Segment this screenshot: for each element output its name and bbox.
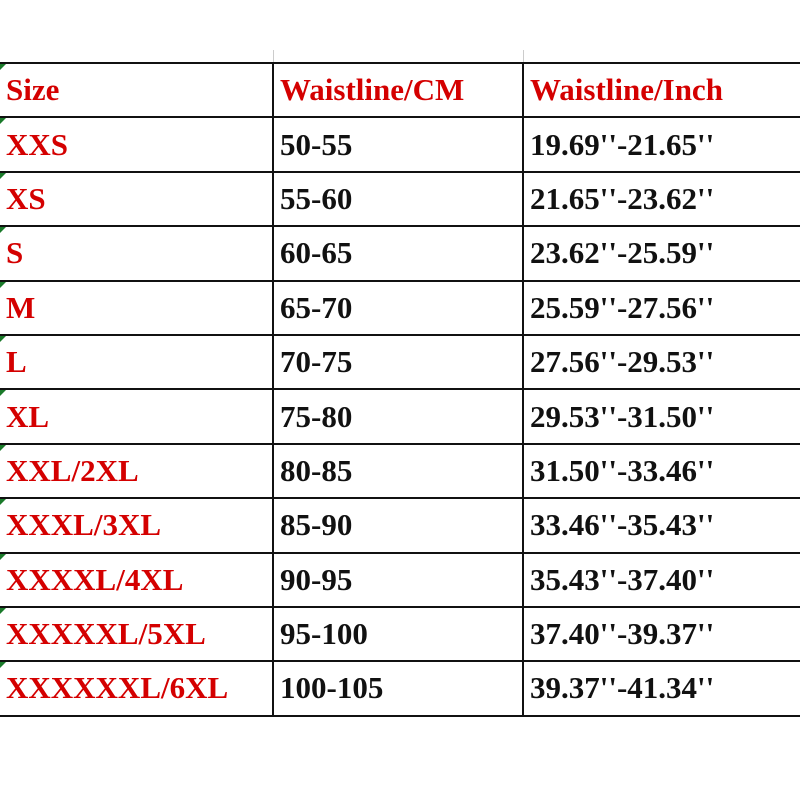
- waist-inch-cell: 25.59''-27.56'': [522, 279, 800, 336]
- table-row: XXXL/3XL 85-90 33.46''-35.43'': [0, 497, 800, 554]
- sheet-gridline: [273, 50, 274, 63]
- waist-inch-cell: 31.50''-33.46'': [522, 442, 800, 500]
- header-waist-inch: Waistline/Inch: [522, 61, 800, 119]
- waist-cm-cell: 65-70: [272, 279, 524, 336]
- size-cell: XXXXXL/5XL: [0, 605, 274, 663]
- waist-cm-cell: 55-60: [272, 170, 524, 228]
- header-waist-cm: Waistline/CM: [272, 61, 524, 119]
- header-row: Size Waistline/CM Waistline/Inch: [0, 61, 800, 119]
- size-cell: XXXXXXL/6XL: [0, 660, 274, 717]
- waist-cm-cell: 95-100: [272, 605, 524, 663]
- waist-inch-cell: 27.56''-29.53'': [522, 333, 800, 391]
- waist-inch-cell: 19.69''-21.65'': [522, 116, 800, 173]
- table-row: S 60-65 23.62''-25.59'': [0, 225, 800, 282]
- table-row: XS 55-60 21.65''-23.62'': [0, 170, 800, 228]
- comment-marker-icon: [0, 336, 6, 342]
- table-row: XXL/2XL 80-85 31.50''-33.46'': [0, 442, 800, 500]
- waist-cm-cell: 85-90: [272, 497, 524, 554]
- comment-marker-icon: [0, 228, 6, 234]
- comment-marker-icon: [0, 608, 6, 614]
- waist-inch-cell: 35.43''-37.40'': [522, 551, 800, 608]
- comment-marker-icon: [0, 445, 6, 451]
- table-row: XL 75-80 29.53''-31.50'': [0, 388, 800, 445]
- waist-inch-cell: 29.53''-31.50'': [522, 388, 800, 445]
- size-cell: M: [0, 279, 274, 336]
- comment-marker-icon: [0, 65, 6, 70]
- table-row: XXXXXXL/6XL 100-105 39.37''-41.34'': [0, 660, 800, 717]
- table-row: L 70-75 27.56''-29.53'': [0, 333, 800, 391]
- table-row: M 65-70 25.59''-27.56'': [0, 279, 800, 336]
- comment-marker-icon: [0, 500, 6, 506]
- comment-marker-icon: [0, 554, 6, 560]
- waist-inch-cell: 37.40''-39.37'': [522, 605, 800, 663]
- table-row: XXS 50-55 19.69''-21.65'': [0, 116, 800, 173]
- size-cell: S: [0, 225, 274, 282]
- size-cell: XXL/2XL: [0, 442, 274, 500]
- size-cell: XL: [0, 388, 274, 445]
- table-row: XXXXXL/5XL 95-100 37.40''-39.37'': [0, 605, 800, 663]
- table-row: XXXXL/4XL 90-95 35.43''-37.40'': [0, 551, 800, 608]
- comment-marker-icon: [0, 119, 6, 125]
- waist-cm-cell: 90-95: [272, 551, 524, 608]
- waist-cm-cell: 100-105: [272, 660, 524, 717]
- comment-marker-icon: [0, 173, 6, 179]
- waist-cm-cell: 80-85: [272, 442, 524, 500]
- waist-cm-cell: 60-65: [272, 225, 524, 282]
- size-cell: XS: [0, 170, 274, 228]
- waist-cm-cell: 50-55: [272, 116, 524, 173]
- size-cell: L: [0, 333, 274, 391]
- waist-inch-cell: 39.37''-41.34'': [522, 660, 800, 717]
- waist-inch-cell: 21.65''-23.62'': [522, 170, 800, 228]
- comment-marker-icon: [0, 391, 6, 397]
- waist-cm-cell: 75-80: [272, 388, 524, 445]
- size-chart-table: Size Waistline/CM Waistline/Inch XXS 50-55 19…: [0, 61, 800, 717]
- waist-inch-cell: 23.62''-25.59'': [522, 225, 800, 282]
- waist-cm-cell: 70-75: [272, 333, 524, 391]
- sheet-gridline: [523, 50, 524, 63]
- header-size: Size: [0, 61, 274, 119]
- size-cell: XXS: [0, 116, 274, 173]
- comment-marker-icon: [0, 282, 6, 288]
- waist-inch-cell: 33.46''-35.43'': [522, 497, 800, 554]
- size-cell: XXXL/3XL: [0, 497, 274, 554]
- comment-marker-icon: [0, 663, 6, 669]
- size-cell: XXXXL/4XL: [0, 551, 274, 608]
